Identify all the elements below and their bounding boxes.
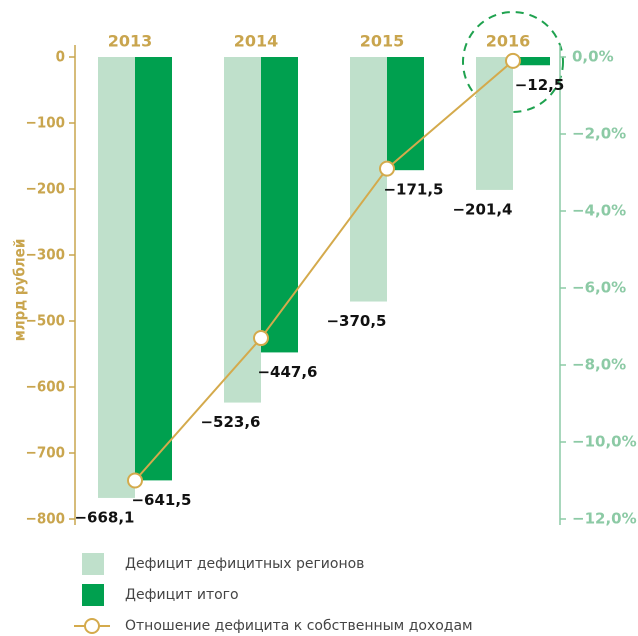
y-tick-label: −300 bbox=[26, 246, 65, 264]
y2-tick-label: −10,0% bbox=[572, 433, 637, 451]
bar bbox=[224, 57, 261, 403]
bar bbox=[98, 57, 135, 498]
line bbox=[134, 60, 514, 482]
legend-label: Отношение дефицита к собственным доходам bbox=[125, 618, 473, 634]
legend-label: Дефицит дефицитных регионов bbox=[125, 556, 364, 572]
bar bbox=[261, 57, 298, 353]
value-label: −641,5 bbox=[131, 491, 191, 509]
value-label: −447,6 bbox=[257, 363, 317, 381]
y-tick-label: −600 bbox=[26, 378, 65, 396]
line-point bbox=[127, 472, 143, 489]
value-label: −523,6 bbox=[200, 413, 260, 431]
value-label: −12,5 bbox=[515, 76, 565, 94]
y2-tick-label: 0,0% bbox=[572, 48, 614, 66]
line-point bbox=[505, 52, 521, 69]
y2-tick-label: −6,0% bbox=[572, 279, 626, 297]
value-label: −370,5 bbox=[326, 312, 386, 330]
bar bbox=[135, 57, 172, 481]
y2-tick-label: −12,0% bbox=[572, 510, 637, 528]
y-axis-label: млрд рублей bbox=[11, 239, 29, 342]
bar bbox=[350, 57, 387, 302]
y2-tick-label: −8,0% bbox=[572, 356, 626, 374]
value-label: −201,4 bbox=[452, 200, 512, 218]
highlight-circle bbox=[462, 11, 564, 113]
y-tick-label: −700 bbox=[26, 444, 65, 462]
y-tick-label: 0 bbox=[56, 48, 65, 66]
y-tick-label: −500 bbox=[26, 312, 65, 330]
y-tick-label: −200 bbox=[26, 180, 65, 198]
x-tick-label: 2014 bbox=[234, 32, 279, 51]
bar bbox=[476, 57, 513, 190]
y-tick-label: −100 bbox=[26, 114, 65, 132]
y2-tick-label: −2,0% bbox=[572, 125, 626, 143]
bar bbox=[387, 57, 424, 171]
line-point bbox=[253, 330, 269, 347]
x-tick-label: 2016 bbox=[486, 32, 531, 51]
legend-swatch bbox=[82, 553, 104, 575]
x-tick-label: 2015 bbox=[360, 32, 405, 51]
bar bbox=[513, 57, 550, 66]
legend-marker bbox=[84, 618, 100, 634]
value-label: −668,1 bbox=[74, 508, 134, 526]
legend-swatch bbox=[82, 584, 104, 606]
x-tick-label: 2013 bbox=[108, 32, 153, 51]
line-point bbox=[379, 160, 395, 177]
legend-label: Дефицит итого bbox=[125, 587, 239, 603]
y-tick-label: −800 bbox=[26, 510, 65, 528]
y2-tick-label: −4,0% bbox=[572, 202, 626, 220]
value-label: −171,5 bbox=[383, 181, 443, 199]
